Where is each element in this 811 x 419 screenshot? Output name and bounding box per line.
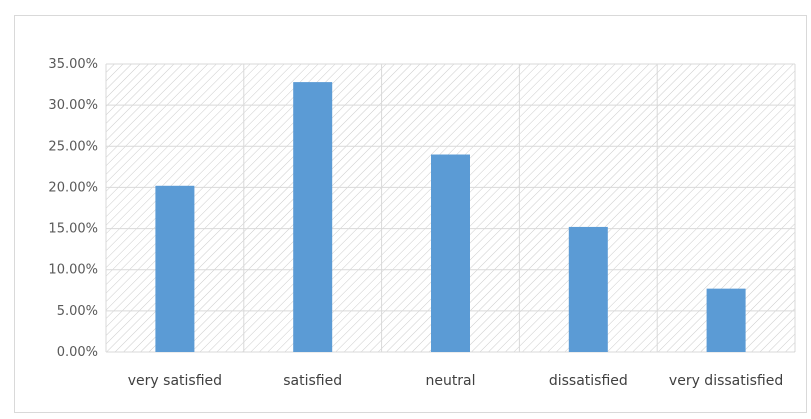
y-tick-label: 5.00% xyxy=(57,304,98,319)
y-tick-label: 20.00% xyxy=(48,180,98,195)
y-tick-label: 10.00% xyxy=(48,263,98,278)
y-axis-ticks: 0.00% 5.00% 10.00% 15.00% 20.00% 25.00% 30.00%… xyxy=(48,57,98,360)
x-category-label: very dissatisfied xyxy=(669,373,783,389)
y-tick-label: 35.00% xyxy=(48,57,98,72)
y-tick-label: 30.00% xyxy=(48,98,98,113)
bar-satisfied xyxy=(293,82,333,353)
y-tick-label: 15.00% xyxy=(48,222,98,237)
bar-dissatisfied xyxy=(568,226,608,352)
bar-neutral xyxy=(431,154,470,352)
x-category-label: dissatisfied xyxy=(549,373,628,389)
y-tick-label: 0.00% xyxy=(57,345,98,360)
bar-very-dissatisfied xyxy=(706,288,746,352)
y-tick-label: 25.00% xyxy=(48,139,98,154)
bars xyxy=(155,82,746,353)
x-category-label: satisfied xyxy=(283,373,342,389)
x-category-label: neutral xyxy=(425,373,475,389)
x-category-label: very satisfied xyxy=(128,373,222,389)
x-axis-labels: very satisfied satisfied neutral dissatisfi… xyxy=(128,373,783,389)
bar-very-satisfied xyxy=(155,185,195,352)
